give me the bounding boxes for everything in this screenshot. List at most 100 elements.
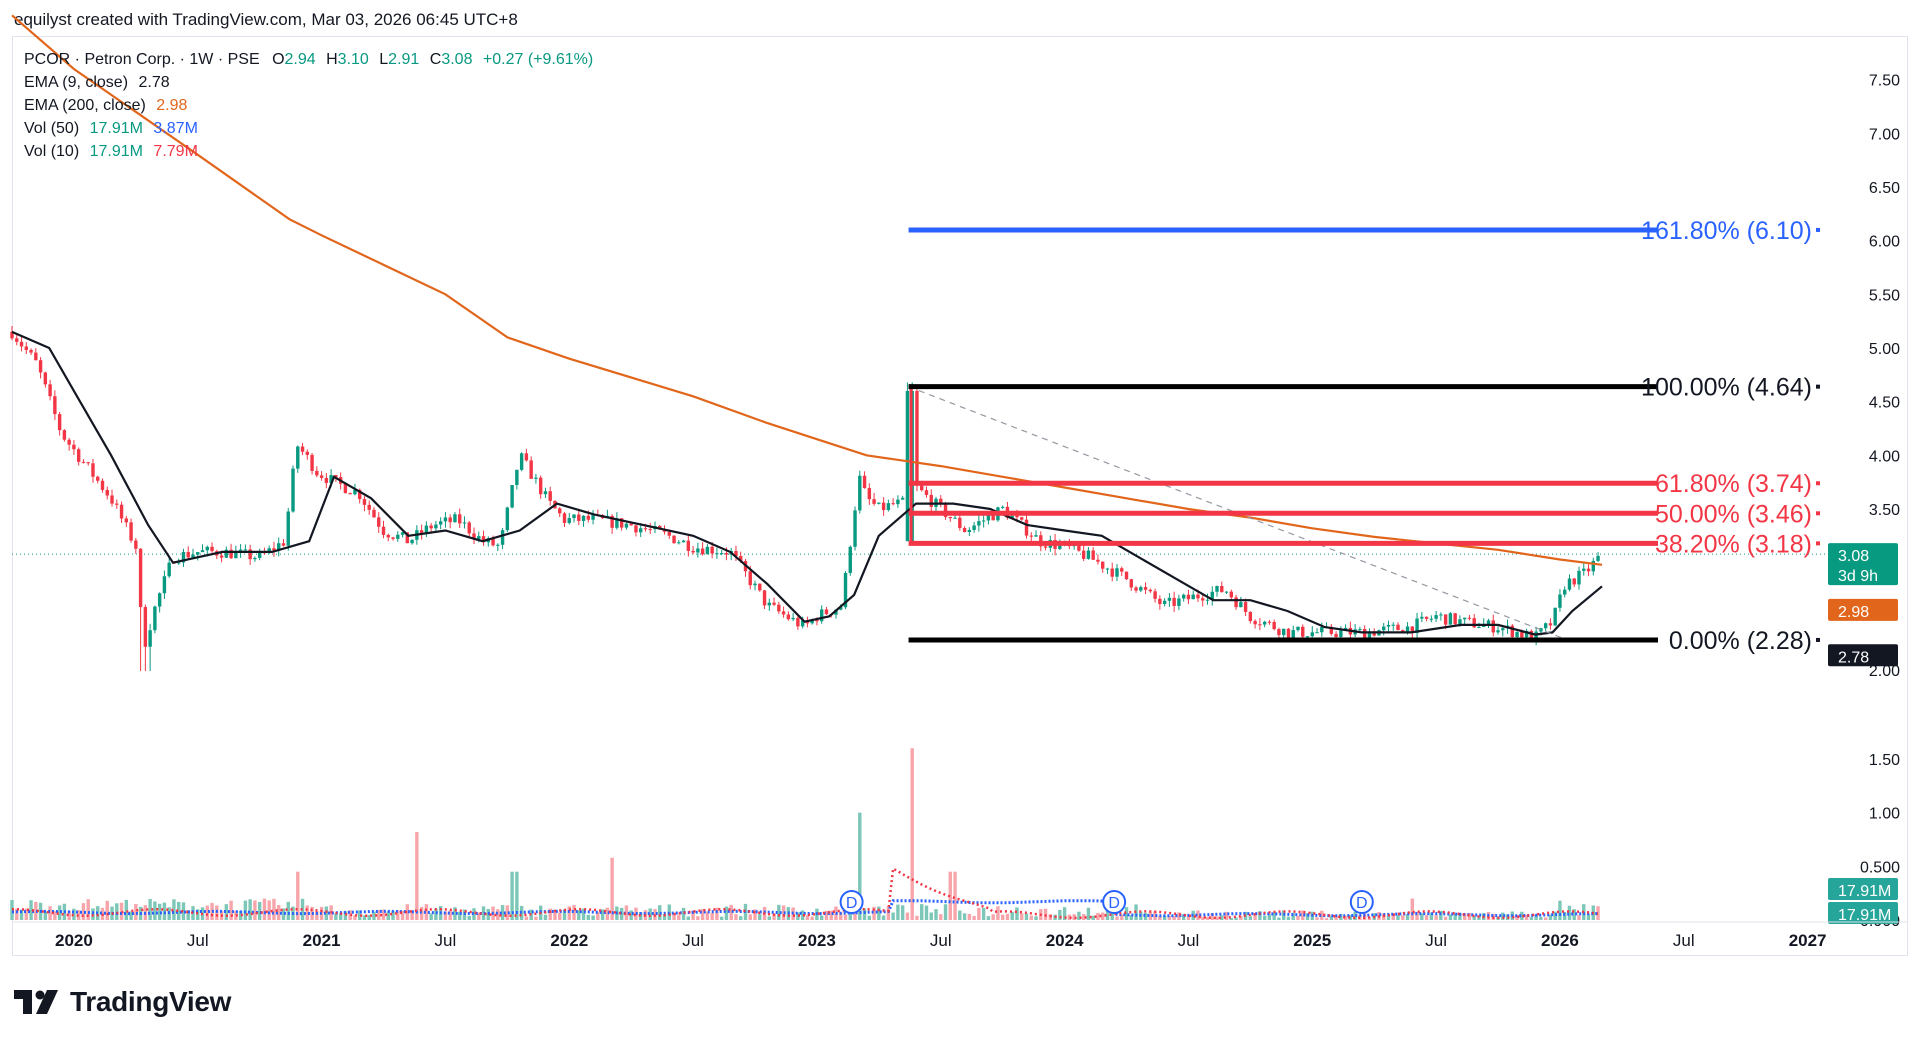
candle-body[interactable]	[715, 553, 719, 555]
volume-bar[interactable]	[1567, 905, 1572, 920]
candle-body[interactable]	[253, 557, 257, 560]
candle-body[interactable]	[177, 562, 181, 564]
candle-body[interactable]	[534, 477, 538, 479]
candle-body[interactable]	[1391, 624, 1395, 626]
volume-bar[interactable]	[229, 900, 233, 920]
volume-bar[interactable]	[991, 914, 995, 920]
candle-body[interactable]	[1220, 585, 1224, 593]
volume-bar[interactable]	[1501, 912, 1505, 920]
candle-body[interactable]	[1405, 626, 1410, 634]
candle-body[interactable]	[1091, 550, 1095, 560]
volume-bar[interactable]	[81, 903, 86, 920]
volume-bar[interactable]	[967, 913, 972, 920]
volume-bar[interactable]	[1262, 915, 1267, 920]
candle-body[interactable]	[672, 535, 676, 544]
volume-bar[interactable]	[1586, 913, 1591, 920]
volume-bar[interactable]	[1177, 912, 1181, 920]
volume-bar[interactable]	[1563, 912, 1567, 920]
volume-bar[interactable]	[338, 913, 343, 920]
volume-bar[interactable]	[700, 909, 705, 920]
volume-bar[interactable]	[591, 915, 595, 920]
candle-body[interactable]	[1272, 622, 1276, 630]
candle-body[interactable]	[1434, 615, 1438, 619]
volume-bar[interactable]	[1067, 914, 1072, 920]
candle-body[interactable]	[1177, 598, 1181, 606]
candle-body[interactable]	[143, 607, 148, 647]
candle-body[interactable]	[400, 532, 405, 535]
volume-bar[interactable]	[981, 907, 986, 920]
volume-bar[interactable]	[1443, 916, 1448, 920]
volume-bar[interactable]	[677, 915, 681, 920]
candle-body[interactable]	[1058, 544, 1062, 549]
candle-body[interactable]	[648, 529, 652, 531]
candle-body[interactable]	[1201, 598, 1205, 601]
candle-body[interactable]	[1510, 625, 1515, 637]
volume-bar[interactable]	[1024, 913, 1029, 920]
volume-bar[interactable]	[15, 908, 19, 920]
volume-bar[interactable]	[205, 905, 209, 920]
volume-bar[interactable]	[572, 905, 576, 920]
candle-body[interactable]	[1339, 630, 1343, 637]
volume-bar[interactable]	[1239, 915, 1243, 920]
candle-body[interactable]	[629, 523, 633, 526]
candle-body[interactable]	[591, 515, 595, 520]
candle-body[interactable]	[305, 451, 310, 455]
candle-body[interactable]	[724, 553, 729, 555]
volume-bar[interactable]	[867, 915, 872, 920]
candle-body[interactable]	[467, 522, 471, 534]
volume-bar[interactable]	[596, 911, 600, 920]
volume-bar[interactable]	[1010, 911, 1014, 920]
candle-body[interactable]	[15, 338, 19, 342]
candle-body[interactable]	[1253, 621, 1257, 625]
candle-body[interactable]	[1429, 618, 1434, 620]
candle-body[interactable]	[991, 515, 995, 521]
candle-body[interactable]	[615, 518, 619, 528]
volume-bar[interactable]	[196, 909, 200, 920]
volume-bar[interactable]	[105, 900, 109, 920]
candle-body[interactable]	[100, 480, 105, 490]
candle-body[interactable]	[1563, 589, 1567, 595]
candle-body[interactable]	[558, 508, 562, 514]
candle-body[interactable]	[238, 549, 243, 552]
volume-bar[interactable]	[1296, 915, 1300, 920]
candle-body[interactable]	[329, 475, 333, 483]
volume-bar[interactable]	[1124, 907, 1129, 920]
volume-bar[interactable]	[48, 906, 52, 920]
volume-bar[interactable]	[257, 901, 262, 920]
volume-bar[interactable]	[543, 914, 548, 920]
candle-body[interactable]	[138, 548, 143, 608]
candle-body[interactable]	[586, 515, 591, 520]
candle-body[interactable]	[1224, 591, 1229, 593]
volume-bar[interactable]	[324, 906, 329, 920]
volume-bar[interactable]	[453, 907, 457, 920]
volume-bar[interactable]	[1291, 912, 1295, 920]
volume-bar[interactable]	[1420, 913, 1424, 920]
volume-bar[interactable]	[405, 904, 410, 920]
volume-bar[interactable]	[129, 911, 133, 920]
candle-body[interactable]	[277, 543, 281, 551]
volume-bar[interactable]	[1472, 916, 1476, 920]
candle-body[interactable]	[843, 572, 848, 608]
volume-bar[interactable]	[1120, 914, 1124, 920]
volume-bar[interactable]	[610, 857, 614, 920]
volume-bar[interactable]	[458, 911, 462, 920]
candle-body[interactable]	[1129, 579, 1133, 588]
volume-bar[interactable]	[1091, 915, 1095, 920]
candle-body[interactable]	[272, 548, 276, 551]
volume-bar[interactable]	[67, 910, 71, 920]
volume-bar[interactable]	[472, 908, 476, 920]
candle-body[interactable]	[1162, 600, 1167, 605]
candle-body[interactable]	[753, 583, 757, 586]
candle-body[interactable]	[567, 518, 571, 523]
volume-bar[interactable]	[1543, 917, 1548, 920]
candle-body[interactable]	[405, 532, 410, 544]
candle-body[interactable]	[529, 460, 533, 479]
candle-body[interactable]	[958, 517, 962, 529]
volume-bar[interactable]	[810, 916, 814, 920]
candle-body[interactable]	[286, 511, 290, 546]
volume-bar[interactable]	[1458, 913, 1462, 920]
volume-bar[interactable]	[1453, 913, 1457, 920]
candle-body[interactable]	[48, 384, 52, 397]
candle-body[interactable]	[538, 477, 543, 495]
candle-body[interactable]	[67, 439, 71, 445]
